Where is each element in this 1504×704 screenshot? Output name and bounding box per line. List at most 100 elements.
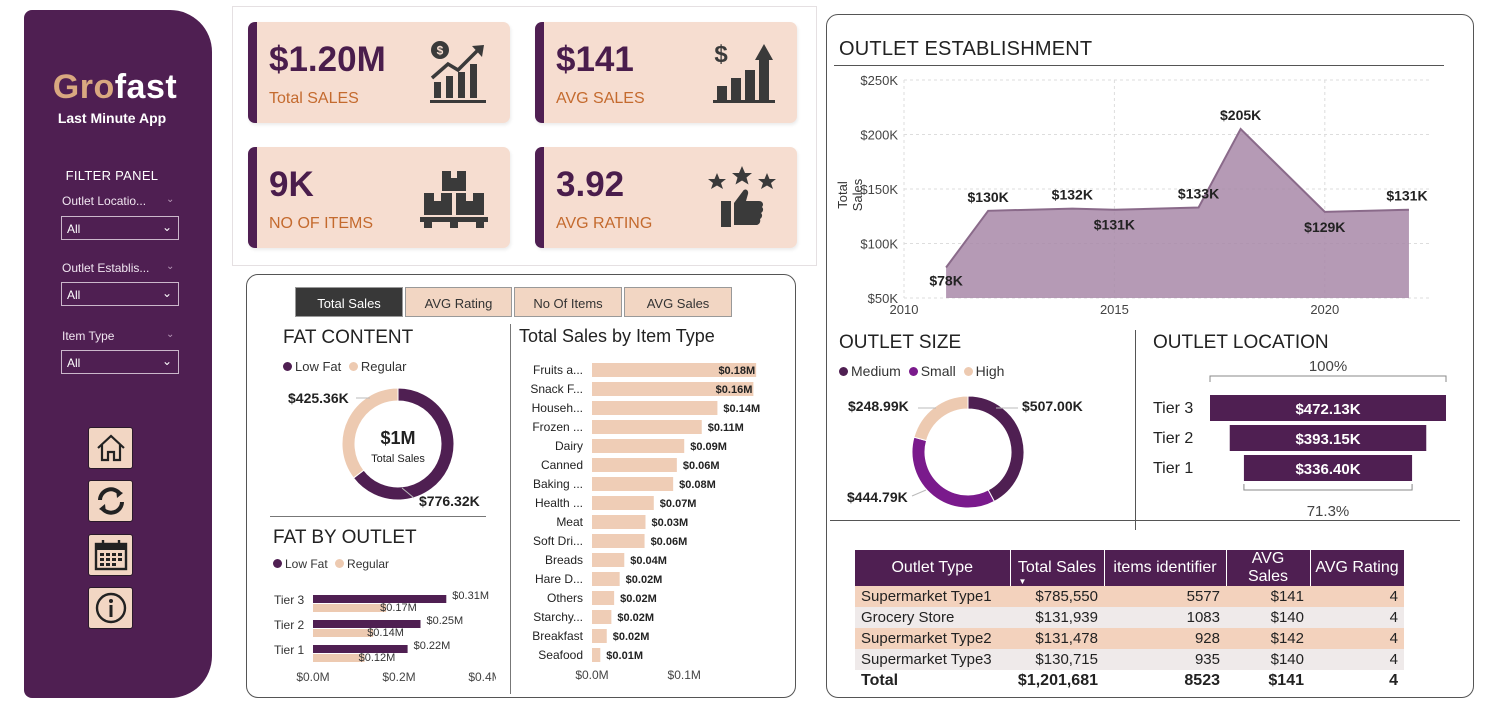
bar-low-fat[interactable]: [313, 645, 408, 653]
axis-tick-label: $50K: [868, 291, 899, 306]
funnel-bar[interactable]: [1210, 395, 1446, 421]
legend-swatch-small: [908, 367, 918, 376]
refresh-button[interactable]: [88, 480, 133, 522]
cell-avg-rating: 4: [1310, 607, 1404, 628]
tab-no-of-items[interactable]: No Of Items: [514, 287, 622, 317]
data-label: $130K: [968, 189, 1009, 205]
outlet-location-select[interactable]: All ⌄: [61, 216, 179, 240]
fat-by-outlet-legend: Low Fat Regular: [273, 557, 389, 571]
bar[interactable]: [592, 553, 625, 567]
data-label: $0.01M: [606, 650, 643, 662]
cell-outlet-type: Supermarket Type3: [855, 649, 1010, 670]
data-label: $0.02M: [617, 612, 654, 624]
item-type-select[interactable]: All ⌄: [61, 350, 179, 374]
data-label: $0.08M: [679, 479, 716, 491]
bar[interactable]: [592, 591, 615, 605]
col-items-identifier[interactable]: items identifier: [1104, 550, 1227, 586]
data-label: $0.14M: [367, 627, 404, 639]
bar[interactable]: [592, 458, 677, 472]
bar[interactable]: [592, 363, 757, 377]
small-value-label: $444.79K: [847, 489, 908, 505]
bar[interactable]: [592, 515, 646, 529]
regular-value-label: $425.36K: [288, 390, 349, 406]
bar[interactable]: [592, 610, 612, 624]
axis-tick-label: $0.4M: [468, 670, 496, 684]
bar[interactable]: [592, 401, 718, 415]
refresh-icon: [97, 487, 124, 515]
outlet-location-funnel: Tier 3 $472.13K Tier 2 $393.15K Tier 1 $336.4…: [1153, 375, 1447, 491]
bar-low-fat[interactable]: [313, 595, 447, 603]
kpi-card-total-sales: $1.20M Total SALES $: [248, 22, 510, 123]
bar[interactable]: [592, 382, 754, 396]
tab-avg-rating[interactable]: AVG Rating: [405, 287, 512, 317]
donut-slice-high[interactable]: [913, 395, 969, 442]
col-outlet-type[interactable]: Outlet Type: [855, 550, 1011, 586]
data-label: $0.17M: [380, 602, 417, 614]
bar[interactable]: [592, 534, 645, 548]
outlet-establishment-select[interactable]: All ⌄: [61, 282, 179, 306]
dollar-bars-icon: $: [713, 41, 775, 103]
home-button[interactable]: [88, 427, 133, 469]
donut-slice-low-fat[interactable]: [352, 387, 455, 501]
item-type-chart: Fruits a... $0.18M Snack F... $0.16M Househ.…: [530, 363, 760, 682]
stars-thumbs-up-icon: [708, 166, 776, 227]
fat-by-outlet-title: FAT BY OUTLET: [273, 527, 417, 548]
data-label: $0.25M: [427, 615, 464, 627]
bar[interactable]: [592, 572, 620, 586]
tab-total-sales[interactable]: Total Sales: [295, 287, 403, 317]
category-label: Tier 2: [274, 618, 305, 632]
data-label: $0.06M: [683, 460, 720, 472]
tab-avg-sales[interactable]: AVG Sales: [624, 287, 732, 317]
area-series[interactable]: [946, 129, 1409, 298]
axis-tick-label: 2010: [890, 302, 919, 317]
bar[interactable]: [592, 439, 685, 453]
calendar-button[interactable]: [88, 534, 133, 576]
donut-slice-small[interactable]: [911, 436, 995, 509]
bar-regular[interactable]: [313, 629, 374, 637]
funnel-bar[interactable]: [1229, 425, 1427, 451]
col-avg-sales[interactable]: AVG Sales: [1226, 550, 1311, 586]
data-label: $132K: [1052, 187, 1093, 203]
fat-by-outlet-chart: Tier 3 $0.31M $0.17M Tier 2 $0.25M $0.14M Tier…: [274, 590, 496, 684]
data-label: $336.40K: [1295, 461, 1360, 478]
bar[interactable]: [592, 477, 674, 491]
filter-label-item-type: Item Type: [62, 329, 115, 343]
cell-avg-rating: 4: [1310, 670, 1404, 691]
category-label: Snack F...: [530, 382, 583, 396]
col-avg-rating[interactable]: AVG Rating: [1310, 550, 1405, 586]
data-label: $0.31M: [452, 590, 489, 602]
category-label: Tier 3: [274, 593, 305, 607]
funnel-bar[interactable]: [1243, 455, 1413, 481]
info-button[interactable]: [88, 587, 133, 629]
bar[interactable]: [592, 648, 601, 662]
donut-slice-regular[interactable]: [341, 387, 399, 479]
outlet-type-table: Outlet Type Total Sales ▼ items identifie…: [855, 550, 1405, 691]
fat-content-legend: Low Fat Regular: [283, 359, 406, 374]
col-total-sales[interactable]: Total Sales ▼: [1010, 550, 1105, 586]
data-label: $472.13K: [1295, 401, 1360, 418]
medium-value-label: $507.00K: [1022, 398, 1083, 414]
donut-slice-medium[interactable]: [967, 395, 1025, 503]
bar[interactable]: [592, 496, 654, 510]
cell-avg-sales: $142: [1226, 628, 1310, 649]
axis-tick-label: $0.0M: [296, 670, 329, 684]
filter-label-outlet-location: Outlet Locatio...: [62, 194, 147, 208]
legend-high: High: [975, 363, 1005, 379]
bar-regular[interactable]: [313, 654, 365, 662]
table-header-row: Outlet Type Total Sales ▼ items identifie…: [855, 550, 1405, 586]
cell-avg-sales: $141: [1226, 670, 1310, 691]
data-label: $131K: [1386, 188, 1427, 204]
legend-medium: Medium: [851, 363, 901, 379]
filter-panel-title: FILTER PANEL: [65, 168, 159, 183]
data-label: $0.09M: [690, 441, 727, 453]
axis-tick-label: $250K: [860, 73, 898, 88]
item-type-title: Total Sales by Item Type: [519, 326, 715, 346]
category-label: Others: [547, 591, 583, 605]
category-label: Breakfast: [532, 629, 583, 643]
bar-regular[interactable]: [313, 604, 387, 612]
bar[interactable]: [592, 420, 702, 434]
bar-low-fat[interactable]: [313, 620, 421, 628]
data-label: $78K: [929, 272, 962, 288]
category-label: Tier 2: [1153, 430, 1193, 447]
bar[interactable]: [592, 629, 607, 643]
